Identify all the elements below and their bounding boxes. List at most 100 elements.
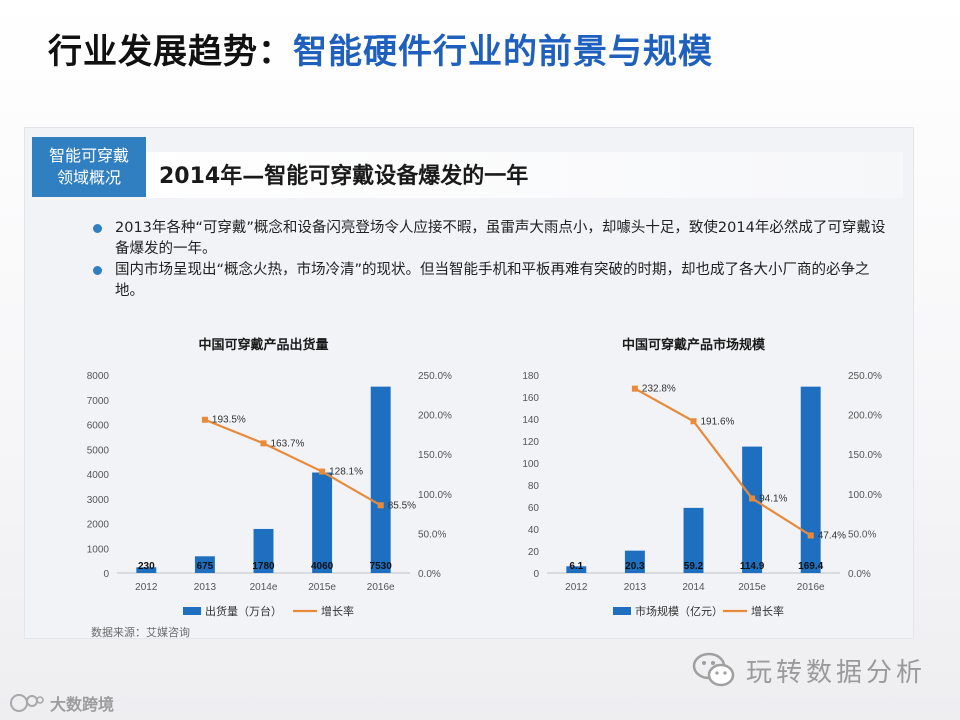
bullet-dot-icon	[93, 266, 102, 275]
bar-data-label: 114.9	[740, 561, 765, 572]
y-right-tick-label: 200.0%	[848, 411, 882, 422]
growth-rate-point	[749, 495, 756, 502]
market-size-chart: 中国可穿戴产品市场规模 0 20 40 60 80 100 120 140 160 180 0.0% 5…	[522, 337, 882, 618]
brand-logo: 大数跨境	[10, 690, 114, 716]
y-left-tick-label: 140	[522, 415, 539, 426]
growth-rate-label: 191.6%	[701, 416, 735, 427]
x-tick-label: 2012	[565, 582, 588, 593]
growth-rate-point	[319, 468, 326, 475]
y-right-tick-label: 250.0%	[418, 371, 452, 382]
bullet-item: 2013年各种“可穿戴”概念和设备闪亮登场令人应接不暇，虽雷声大雨点小，却噱头十…	[91, 218, 891, 260]
wechat-icon	[692, 652, 735, 687]
bar	[800, 386, 821, 573]
legend-bar-swatch	[613, 607, 631, 615]
slide-title: 行业发展趋势：智能硬件行业的前景与规模	[48, 22, 713, 82]
y-left-tick-label: 100	[522, 459, 539, 470]
wechat-watermark: 玩转数据分析	[692, 648, 926, 692]
growth-rate-label: 94.1%	[759, 493, 787, 504]
bar-data-label: 169.4	[798, 561, 823, 572]
y-right-tick-label: 0.0%	[848, 569, 871, 580]
y-left-tick-label: 3000	[87, 495, 110, 506]
y-right-tick-label: 100.0%	[848, 490, 882, 501]
bar	[194, 556, 215, 573]
growth-rate-point	[690, 418, 697, 425]
growth-rate-point	[631, 385, 638, 392]
growth-rate-point	[807, 532, 814, 539]
x-tick-label: 2015e	[738, 582, 766, 593]
x-tick-label: 2014	[682, 582, 705, 593]
y-right-tick-label: 50.0%	[848, 529, 876, 540]
chart-title: 中国可穿戴产品出货量	[198, 337, 328, 352]
shipment-chart: 中国可穿戴产品出货量 0 1000 2000 3000 4000 5000 6000 7000 8…	[87, 337, 452, 618]
bar	[136, 567, 157, 573]
bullet-text: 国内市场呈现出“概念火热，市场冷清”的现状。但当智能手机和平板再难有突破的时期，…	[115, 262, 870, 299]
bar	[683, 507, 704, 573]
data-source-note: 数据来源：艾媒咨询	[91, 626, 190, 639]
bar-data-label: 6.1	[569, 561, 583, 572]
panel-headline: 2014年—智能可穿戴设备爆发的一年	[159, 164, 529, 189]
brand-logo-text: 大数跨境	[50, 695, 115, 714]
brand-logo-icon	[10, 694, 44, 712]
bullet-dot-icon	[93, 224, 102, 233]
y-left-tick-label: 160	[522, 393, 539, 404]
y-left-tick-label: 20	[528, 547, 540, 558]
section-tag-line2: 领域概况	[56, 168, 121, 187]
slide-title-prefix: 行业发展趋势：	[48, 32, 293, 72]
y-right-tick-label: 0.0%	[418, 569, 441, 580]
bar	[742, 446, 763, 573]
y-left-tick-label: 180	[522, 371, 539, 382]
y-left-tick-label: 2000	[87, 520, 110, 531]
y-right-tick-label: 200.0%	[418, 411, 452, 422]
growth-rate-label: 47.4%	[818, 530, 846, 541]
y-right-tick-label: 100.0%	[418, 490, 452, 501]
legend-bar-label: 出货量（万台）	[205, 604, 282, 618]
y-left-tick-label: 1000	[87, 544, 110, 555]
legend-line-label: 增长率	[751, 604, 784, 618]
growth-rate-point	[201, 416, 208, 423]
headline-bar	[146, 152, 903, 198]
slide-title-topic: 智能硬件行业的前景与规模	[293, 32, 713, 72]
y-left-tick-label: 60	[528, 503, 540, 514]
legend-bar-label: 市场规模（亿元）	[635, 604, 723, 618]
growth-rate-label: 85.5%	[388, 500, 416, 511]
growth-rate-line	[204, 418, 382, 507]
bar-data-label: 675	[197, 561, 214, 572]
bar	[312, 472, 333, 573]
bar	[566, 566, 587, 573]
y-right-tick-label: 150.0%	[848, 450, 882, 461]
y-left-tick-label: 6000	[87, 421, 110, 432]
bar-data-label: 20.3	[625, 561, 645, 572]
y-left-tick-label: 80	[528, 481, 540, 492]
bar-data-label: 230	[138, 561, 155, 572]
content-panel: 智能可穿戴 领域概况 2014年—智能可穿戴设备爆发的一年 2013年各种“可穿…	[25, 128, 913, 639]
x-tick-label: 2013	[624, 582, 647, 593]
section-tag-line1: 智能可穿戴	[48, 146, 129, 165]
x-tick-label: 2016e	[797, 582, 825, 593]
y-left-tick-label: 5000	[87, 445, 110, 456]
x-tick-label: 2014e	[250, 582, 278, 593]
legend-line-label: 增长率	[321, 604, 354, 618]
growth-rate-label: 232.8%	[642, 384, 676, 395]
bar-data-label: 7530	[370, 561, 393, 572]
chart-title: 中国可穿戴产品市场规模	[622, 337, 766, 352]
growth-rate-label: 128.1%	[329, 467, 363, 478]
bar-data-label: 4060	[311, 561, 334, 572]
y-left-tick-label: 40	[528, 525, 540, 536]
growth-rate-line	[634, 387, 812, 537]
x-tick-label: 2012	[135, 582, 158, 593]
y-left-tick-label: 0	[103, 569, 109, 580]
x-tick-label: 2015e	[308, 582, 336, 593]
bar	[253, 528, 274, 573]
growth-rate-point	[260, 440, 267, 447]
y-left-tick-label: 7000	[87, 396, 110, 407]
bar	[370, 386, 391, 573]
bar	[624, 550, 645, 573]
y-left-tick-label: 8000	[87, 371, 110, 382]
y-left-tick-label: 120	[522, 437, 539, 448]
bar-data-label: 59.2	[684, 561, 704, 572]
legend-bar-swatch	[183, 607, 201, 615]
bullet-list: 2013年各种“可穿戴”概念和设备闪亮登场令人应接不暇，虽雷声大雨点小，却噱头十…	[91, 218, 891, 302]
growth-rate-label: 163.7%	[271, 438, 305, 449]
growth-rate-label: 193.5%	[212, 415, 246, 426]
y-right-tick-label: 150.0%	[418, 450, 452, 461]
